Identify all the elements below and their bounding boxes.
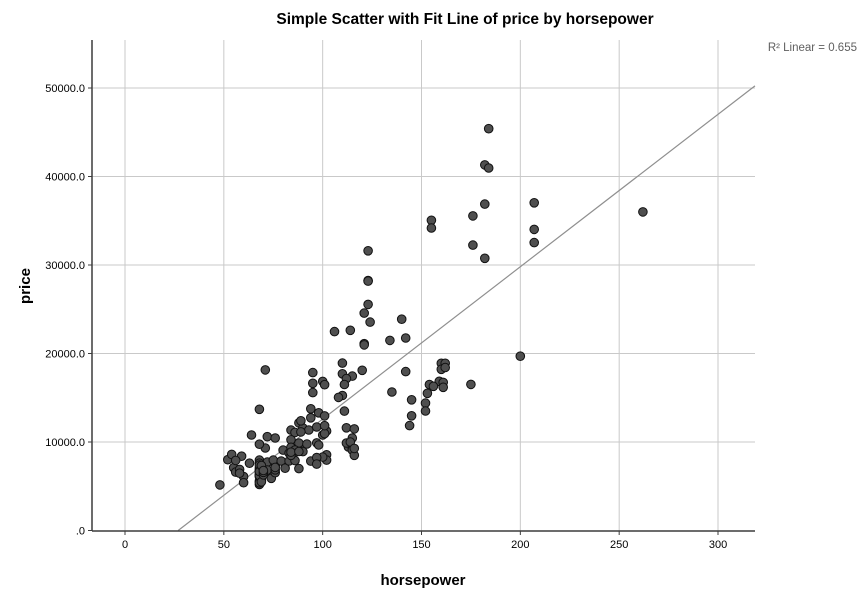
data-point — [440, 362, 451, 373]
data-point — [319, 420, 330, 431]
y-tick-label: 30000.0 — [45, 260, 85, 272]
data-point — [258, 465, 269, 476]
data-point — [337, 358, 348, 368]
data-point — [638, 207, 648, 217]
data-point — [480, 199, 490, 209]
data-point — [244, 458, 255, 469]
data-point — [306, 404, 316, 414]
data-point — [308, 387, 318, 398]
x-axis-title: horsepower — [380, 572, 465, 589]
data-point — [480, 253, 490, 264]
data-point — [404, 420, 415, 431]
data-point — [483, 163, 494, 173]
data-point — [270, 433, 281, 443]
chart-title: Simple Scatter with Fit Line of price by… — [276, 11, 653, 28]
data-point — [311, 459, 322, 469]
data-point — [363, 276, 373, 286]
axes — [88, 40, 755, 535]
data-point — [359, 308, 370, 318]
data-point — [406, 411, 417, 421]
gridlines — [92, 40, 755, 531]
data-point — [345, 325, 356, 336]
data-point — [246, 430, 257, 440]
data-point — [428, 381, 439, 392]
x-tick-label: 200 — [511, 539, 529, 551]
data-point — [230, 455, 241, 466]
data-point — [234, 468, 245, 479]
data-point — [339, 406, 350, 416]
data-point — [280, 463, 290, 474]
data-point — [319, 411, 330, 421]
data-point — [483, 123, 494, 134]
data-point — [363, 299, 373, 310]
data-point — [215, 480, 225, 490]
data-point — [349, 443, 360, 454]
data-point — [302, 439, 312, 449]
data-point — [349, 424, 360, 434]
data-point — [286, 447, 296, 458]
data-point — [387, 387, 397, 397]
data-point — [294, 446, 304, 457]
data-point — [319, 428, 330, 439]
data-point — [308, 378, 318, 389]
data-point — [420, 406, 431, 416]
y-axis-title: price — [17, 268, 34, 304]
r-squared-annotation: R² Linear = 0.655 — [768, 42, 857, 54]
data-point — [308, 367, 318, 378]
data-point — [420, 398, 431, 408]
data-point — [341, 423, 352, 433]
data-point — [262, 431, 273, 442]
data-point — [468, 211, 478, 221]
data-point — [529, 237, 540, 248]
data-point — [466, 379, 476, 390]
data-point — [357, 365, 368, 376]
data-point — [333, 392, 344, 403]
data-point — [296, 416, 306, 426]
data-point — [260, 365, 271, 375]
data-point — [396, 314, 407, 325]
data-point — [319, 379, 330, 390]
data-point — [529, 198, 540, 208]
tick-labels: 0 50 100 150 200 250 300 .0 10000.0 20000.0 30000.… — [45, 83, 727, 551]
data-point — [304, 425, 314, 435]
data-point — [254, 404, 265, 415]
data-point — [400, 366, 411, 377]
data-point — [359, 340, 370, 350]
data-point — [529, 224, 540, 235]
y-tick-label: .0 — [76, 526, 85, 538]
data-point — [306, 413, 316, 423]
data-point — [438, 382, 449, 393]
data-point — [365, 317, 375, 327]
x-tick-label: 250 — [610, 539, 628, 551]
x-tick-label: 300 — [709, 539, 727, 551]
y-tick-label: 50000.0 — [45, 83, 85, 95]
data-point — [363, 246, 373, 256]
data-point — [254, 439, 265, 450]
data-point — [313, 440, 324, 450]
y-tick-label: 20000.0 — [45, 349, 85, 361]
data-points — [215, 123, 648, 490]
x-tick-label: 150 — [412, 539, 430, 551]
x-tick-label: 100 — [313, 539, 331, 551]
data-point — [406, 395, 417, 405]
data-point — [296, 427, 306, 437]
data-point — [400, 333, 411, 343]
data-point — [329, 326, 340, 337]
data-point — [270, 462, 281, 473]
data-point — [385, 335, 395, 346]
data-point — [294, 463, 304, 474]
y-tick-label: 10000.0 — [45, 437, 85, 449]
data-point — [515, 351, 526, 362]
data-point — [311, 422, 322, 432]
data-point — [339, 379, 350, 390]
x-tick-label: 0 — [122, 539, 128, 551]
y-tick-label: 40000.0 — [45, 172, 85, 184]
data-point — [422, 388, 433, 399]
data-point — [426, 223, 437, 233]
data-point — [468, 240, 478, 250]
x-tick-label: 50 — [218, 539, 230, 551]
data-point — [238, 477, 249, 488]
